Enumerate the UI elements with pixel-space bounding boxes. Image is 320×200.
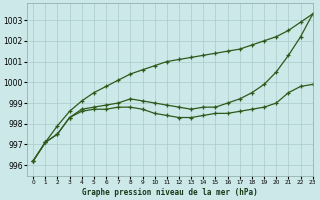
X-axis label: Graphe pression niveau de la mer (hPa): Graphe pression niveau de la mer (hPa) <box>82 188 258 197</box>
